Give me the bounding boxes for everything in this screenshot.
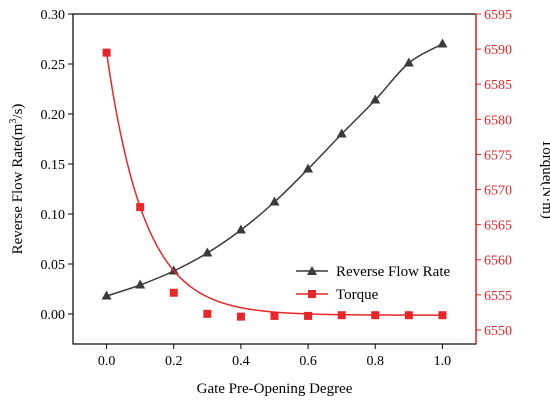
- data-point-square: [438, 311, 447, 320]
- x-tick-label: 0.0: [98, 354, 116, 369]
- series-line: [106, 43, 443, 297]
- left-y-tick-label: 0.20: [41, 108, 66, 123]
- left-y-axis-ticks: 0.00 0.05 0.10 0.15 0.20 0.25 0.30: [41, 8, 73, 323]
- data-point-triangle: [370, 94, 381, 104]
- legend: Reverse Flow Rate Torque: [296, 264, 450, 303]
- left-y-tick-label: 0.30: [41, 8, 66, 23]
- legend-marker-square-icon: [308, 290, 316, 298]
- right-y-axis-title: Torque(N·m): [539, 139, 550, 219]
- data-point-triangle: [336, 128, 347, 138]
- data-point-square: [304, 311, 313, 320]
- right-y-tick-label: 6550: [484, 324, 512, 339]
- data-point-triangle: [437, 38, 448, 48]
- right-y-tick-label: 6565: [484, 219, 512, 234]
- data-point-triangle: [235, 224, 246, 234]
- left-y-tick-label: 0.10: [41, 208, 66, 223]
- x-tick-label: 1.0: [434, 354, 452, 369]
- x-axis-ticks: 0.0 0.2 0.4 0.6 0.8 1.0: [98, 344, 451, 369]
- right-y-tick-label: 6580: [484, 113, 512, 128]
- data-point-triangle: [101, 290, 112, 300]
- data-point-square: [404, 311, 413, 320]
- left-y-tick-label: 0.00: [41, 308, 66, 323]
- data-point-triangle: [403, 57, 414, 67]
- data-point-triangle: [303, 163, 314, 173]
- right-y-axis-ticks: 6550 6555 6560 6565 6570 6575 6580 6585 6590 6595: [475, 8, 512, 344]
- right-y-tick-label: 6555: [484, 289, 512, 304]
- left-y-tick-label: 0.25: [41, 58, 66, 73]
- x-tick-label: 0.4: [232, 354, 250, 369]
- data-point-square: [203, 309, 212, 318]
- x-axis-title: Gate Pre-Opening Degree: [197, 381, 353, 397]
- x-tick-label: 0.8: [367, 354, 385, 369]
- data-point-square: [136, 203, 145, 212]
- data-point-triangle: [202, 247, 213, 257]
- series-layer: [101, 38, 448, 321]
- left-y-tick-label: 0.05: [41, 258, 66, 273]
- data-point-square: [102, 48, 111, 57]
- data-point-triangle: [269, 196, 280, 206]
- right-y-tick-label: 6590: [484, 43, 512, 58]
- left-y-axis-title: Reverse Flow Rate(m3/s): [8, 104, 26, 255]
- left-y-tick-label: 0.15: [41, 158, 66, 173]
- data-point-triangle: [135, 279, 146, 289]
- x-tick-label: 0.2: [165, 354, 183, 369]
- plot-frame: [72, 13, 477, 345]
- data-point-square: [236, 312, 245, 321]
- right-y-tick-label: 6575: [484, 148, 512, 163]
- data-point-square: [337, 311, 346, 320]
- series-torque: [102, 48, 447, 321]
- data-point-square: [169, 288, 178, 297]
- legend-label-torque: Torque: [336, 287, 379, 303]
- data-point-square: [270, 311, 279, 320]
- x-tick-label: 0.6: [299, 354, 317, 369]
- right-y-tick-label: 6585: [484, 78, 512, 93]
- right-y-tick-label: 6595: [484, 8, 512, 23]
- legend-marker-triangle-icon: [307, 266, 317, 275]
- series-reverse-flow-rate: [101, 38, 448, 300]
- legend-label-reverse-flow-rate: Reverse Flow Rate: [336, 264, 450, 280]
- right-y-tick-label: 6560: [484, 254, 512, 269]
- data-point-square: [371, 311, 380, 320]
- right-y-tick-label: 6570: [484, 184, 512, 199]
